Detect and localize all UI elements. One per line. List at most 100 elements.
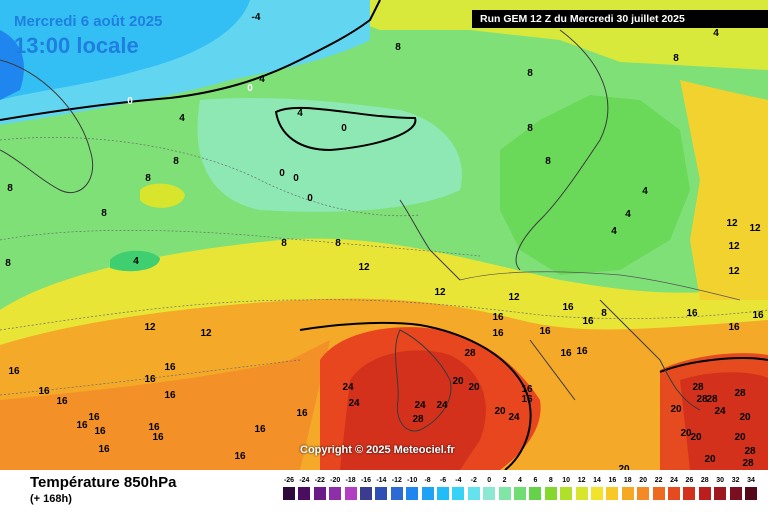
scale-tick-label: 8	[548, 477, 553, 484]
isotherm-label: 28	[734, 388, 746, 399]
isotherm-label: 8	[281, 238, 287, 249]
isotherm-label: 16	[38, 386, 50, 397]
isotherm-label: 16	[562, 302, 574, 313]
isotherm-label: 16	[164, 362, 176, 373]
isotherm-label: 28	[692, 382, 704, 393]
field-red-east-core	[680, 372, 768, 470]
scale-tick-label: 10	[562, 477, 571, 484]
isotherm-label: 4	[179, 113, 185, 124]
scale-swatch	[591, 487, 603, 500]
scale-tick-label: 20	[639, 477, 648, 484]
scale-swatch	[544, 487, 557, 500]
isotherm-label: 24	[714, 406, 726, 417]
isotherm-label: 12	[728, 241, 740, 252]
scale-swatch	[360, 487, 372, 500]
isotherm-label: 0	[341, 123, 347, 134]
scale-tick-label: 4	[518, 477, 522, 484]
isotherm-label: 4	[611, 226, 617, 237]
valid-date: Mercredi 6 août 2025	[14, 13, 163, 30]
isotherm-label: 8	[173, 156, 179, 167]
isotherm-label: 0	[247, 83, 253, 94]
valid-time: 13:00 locale	[14, 33, 139, 58]
isotherm-label: 0	[127, 96, 133, 107]
scale-tick-label: -20	[330, 477, 341, 484]
isotherm-label: 20	[452, 376, 464, 387]
scale-tick-label: 14	[593, 477, 601, 484]
scale-swatch	[298, 487, 311, 500]
isotherm-label: 16	[686, 308, 698, 319]
isotherm-label: 16	[296, 408, 308, 419]
isotherm-label: 16	[254, 424, 266, 435]
variable-title: Température 850hPa	[30, 474, 177, 491]
isotherm-label: 12	[749, 223, 761, 234]
isotherm-label: 16	[152, 432, 164, 443]
isotherm-label: 16	[492, 328, 504, 339]
isotherm-label: 0	[293, 173, 299, 184]
isotherm-label: 28	[464, 348, 476, 359]
scale-swatch	[714, 487, 727, 500]
isotherm-label: 20	[739, 412, 751, 423]
scale-swatch	[498, 487, 511, 500]
isotherm-b	[0, 229, 481, 257]
isotherm-label: 4	[259, 74, 265, 85]
field-orange-sw	[0, 340, 330, 470]
field-yellow-pocket	[140, 183, 185, 208]
isotherm-label: 4	[297, 108, 303, 119]
scale-swatch	[437, 487, 449, 500]
scale-swatch	[729, 487, 742, 500]
scale-swatch	[745, 487, 757, 500]
isotherm-label: 12	[726, 218, 738, 229]
scale-swatch	[329, 487, 342, 500]
isotherm-label: 16	[521, 384, 533, 395]
isotherm-label: 16	[144, 374, 156, 385]
isotherm-label: 20	[704, 454, 716, 465]
isotherm-label: 8	[5, 258, 11, 269]
isotherm-label: 16	[728, 322, 740, 333]
scale-swatch	[698, 487, 711, 500]
field-red-core	[340, 350, 486, 470]
scale-tick-label: -16	[360, 477, 372, 484]
field-deep-blue	[0, 30, 24, 100]
isotherm-label: 20	[468, 382, 480, 393]
isotherm-label: 4	[713, 28, 719, 39]
scale-swatch	[390, 487, 403, 500]
isotherm-label: 20	[670, 404, 682, 415]
scale-swatch	[467, 487, 480, 500]
contour-20-east	[659, 357, 768, 373]
isotherm-label: 16	[56, 396, 68, 407]
isotherm-label: 28	[744, 446, 756, 457]
isotherm-label: 12	[434, 287, 446, 298]
isotherm-label: 16	[582, 316, 594, 327]
scale-swatch	[652, 487, 665, 500]
scale-swatch	[514, 487, 526, 500]
scale-tick-label: -26	[283, 477, 295, 484]
lead-time: (+ 168h)	[30, 493, 72, 505]
isotherm-label: 16	[576, 346, 588, 357]
contour-0	[0, 0, 381, 121]
scale-swatch	[529, 487, 542, 500]
isotherm-label: 20	[494, 406, 506, 417]
scale-tick-label: -6	[439, 477, 447, 484]
coast-greenland	[0, 59, 94, 194]
isotherm-label: 8	[395, 42, 401, 53]
legend-footer: Température 850hPa (+ 168h) -26 -24 -22 -20…	[0, 470, 768, 512]
isotherm-label: 8	[527, 123, 533, 134]
isotherm-label: 8	[527, 68, 533, 79]
isotherm-label: 12	[728, 266, 740, 277]
isotherm-label: 28	[706, 394, 718, 405]
isotherm-label: 0	[307, 193, 313, 204]
isotherm-a	[0, 137, 421, 217]
isotherm-label: 16	[76, 420, 88, 431]
scale-tick-label: 24	[670, 477, 678, 484]
isotherm-label: 8	[601, 308, 607, 319]
isotherm-label: 16	[234, 451, 246, 462]
coast-iberia	[394, 329, 452, 432]
isotherm-label: 16	[752, 310, 764, 321]
isotherm-label: 8	[545, 156, 551, 167]
contour-20	[299, 321, 532, 470]
isotherm-label: 20	[680, 428, 692, 439]
isotherm-label: 24	[508, 412, 520, 423]
scale-tick-label: -24	[299, 477, 310, 484]
isotherm-label: 24	[414, 400, 426, 411]
isotherm-label: 4	[642, 186, 648, 197]
